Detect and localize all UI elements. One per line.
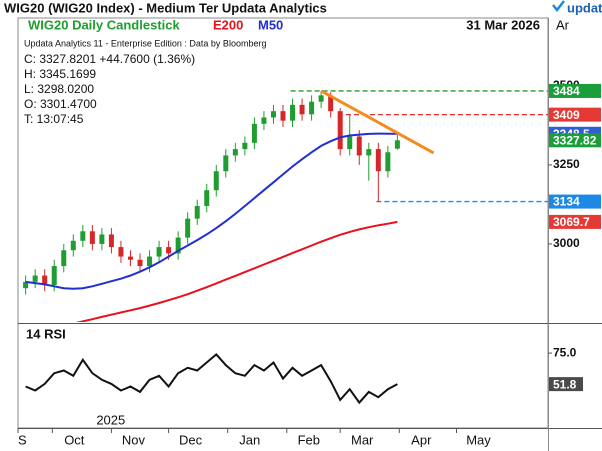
candle-body [70,240,76,251]
candle-body [347,136,353,150]
candle-body [280,111,286,121]
candle-body [261,117,267,124]
rsi-label: 51.8 [553,377,577,391]
candle-body [42,275,48,286]
candle-body [108,234,114,248]
x-tick-label: Apr [411,432,432,447]
plot-area [23,89,548,322]
candle-body [337,111,343,150]
x-tick-label: Jan [239,432,260,447]
info-line: T: 13:07:45 [24,112,84,126]
candle-body [175,237,181,254]
x-tick-label: Dec [179,432,203,447]
candle-body [299,104,305,115]
candle-body [270,111,276,118]
price-label-box [549,194,601,209]
year-label: 2025 [96,412,125,427]
candle-body [328,95,334,112]
x-tick-label: Oct [64,432,85,447]
candle-body [366,149,372,156]
candle-body [251,123,257,143]
price-label: 3484 [553,84,580,98]
rsi-line [25,353,398,405]
candle-body [318,95,324,102]
info-line: H: 3345.1699 [24,67,96,81]
candle-body [80,231,86,241]
candle-body [385,152,391,172]
candle-body [51,266,57,286]
candle-body [166,247,172,254]
candle-body [32,275,38,282]
candle-body [127,256,133,260]
price-label-box [549,133,601,148]
candle-body [156,247,162,257]
info-line: C: 3327.8201 +44.7600 (1.36%) [24,52,195,66]
price-label: 3409 [553,108,580,122]
candle-body [290,104,296,121]
candle-body [242,142,248,150]
candle-body [99,234,105,244]
legend-m50: M50 [258,17,283,32]
logo: updata [567,0,602,15]
candle-body [61,250,67,267]
header-title: WIG20 (WIG20 Index) - Medium Ter Updata … [4,0,327,15]
price-label: 3069.7 [553,215,590,229]
candle-body [309,101,315,115]
candle-body [394,140,400,149]
logo-mark [552,0,565,13]
candle-body [89,231,95,244]
candle-body [356,136,362,156]
candle-body [147,256,153,267]
rsi-title: 14 RSI [26,326,66,341]
y-tick-label: 3000 [553,236,580,250]
info-line: L: 3298.0200 [24,82,94,96]
candle-body [194,205,200,219]
candle-body [23,281,29,289]
price-label: 3327.82 [553,133,597,147]
candle-body [137,259,143,267]
price-label: 3134 [553,195,580,209]
legend-candles: WIG20 Daily Candlestick [28,17,180,32]
trendline [320,89,435,155]
side-label: Ar [556,17,570,32]
y-tick-label: 3250 [553,157,580,171]
y-tick-label: 75.0 [553,345,577,359]
x-tick-label: May [466,432,491,447]
moving-average [75,220,398,322]
x-tick-label: Nov [122,432,146,447]
candle-body [118,247,124,257]
x-tick-label: S [18,432,27,447]
info-line: O: 3301.4700 [24,97,97,111]
x-tick-label: Mar [351,432,374,447]
candle-body [185,218,191,238]
info-line: Updata Analytics 11 - Enterprise Edition… [24,38,266,48]
x-tick-label: Feb [298,432,320,447]
candle-body [213,171,219,191]
candle-body [232,149,238,156]
price-label-box [549,83,601,98]
legend-e200: E200 [213,17,243,32]
rsi-label-box [549,377,583,392]
candle-body [204,190,210,206]
candle-body [223,155,229,172]
price-label-box [549,214,601,229]
candle-body [375,149,381,172]
plot-area [25,353,398,405]
date: 31 Mar 2026 [466,17,540,32]
moving-average [25,132,398,290]
price-label-box [549,107,601,122]
